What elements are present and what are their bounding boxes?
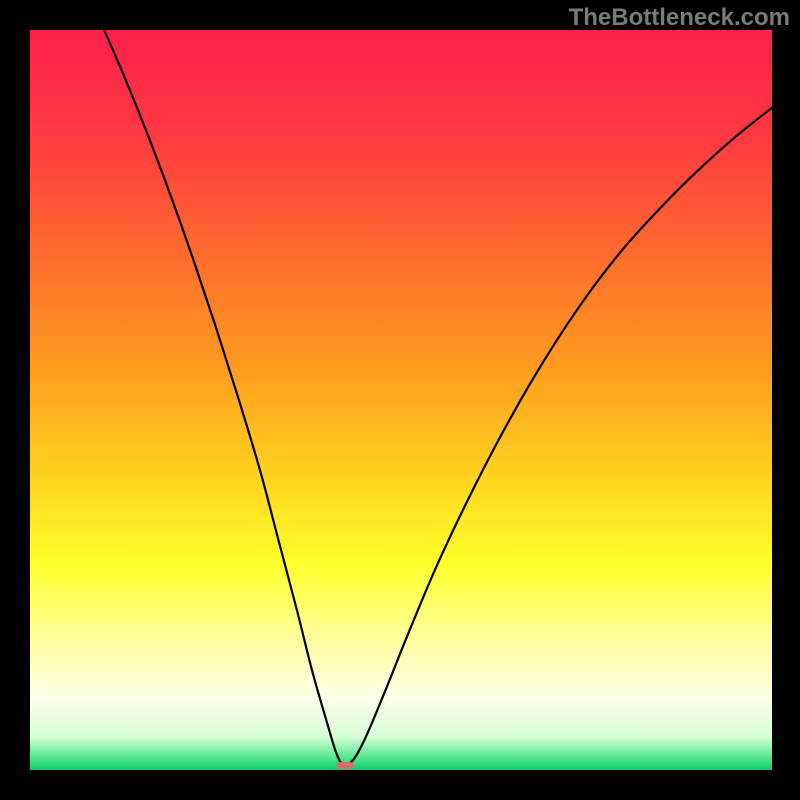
plot-background	[30, 30, 772, 770]
figure-canvas: TheBottleneck.com	[0, 0, 800, 800]
chart-svg	[0, 0, 800, 800]
vertex-marker	[336, 762, 354, 769]
